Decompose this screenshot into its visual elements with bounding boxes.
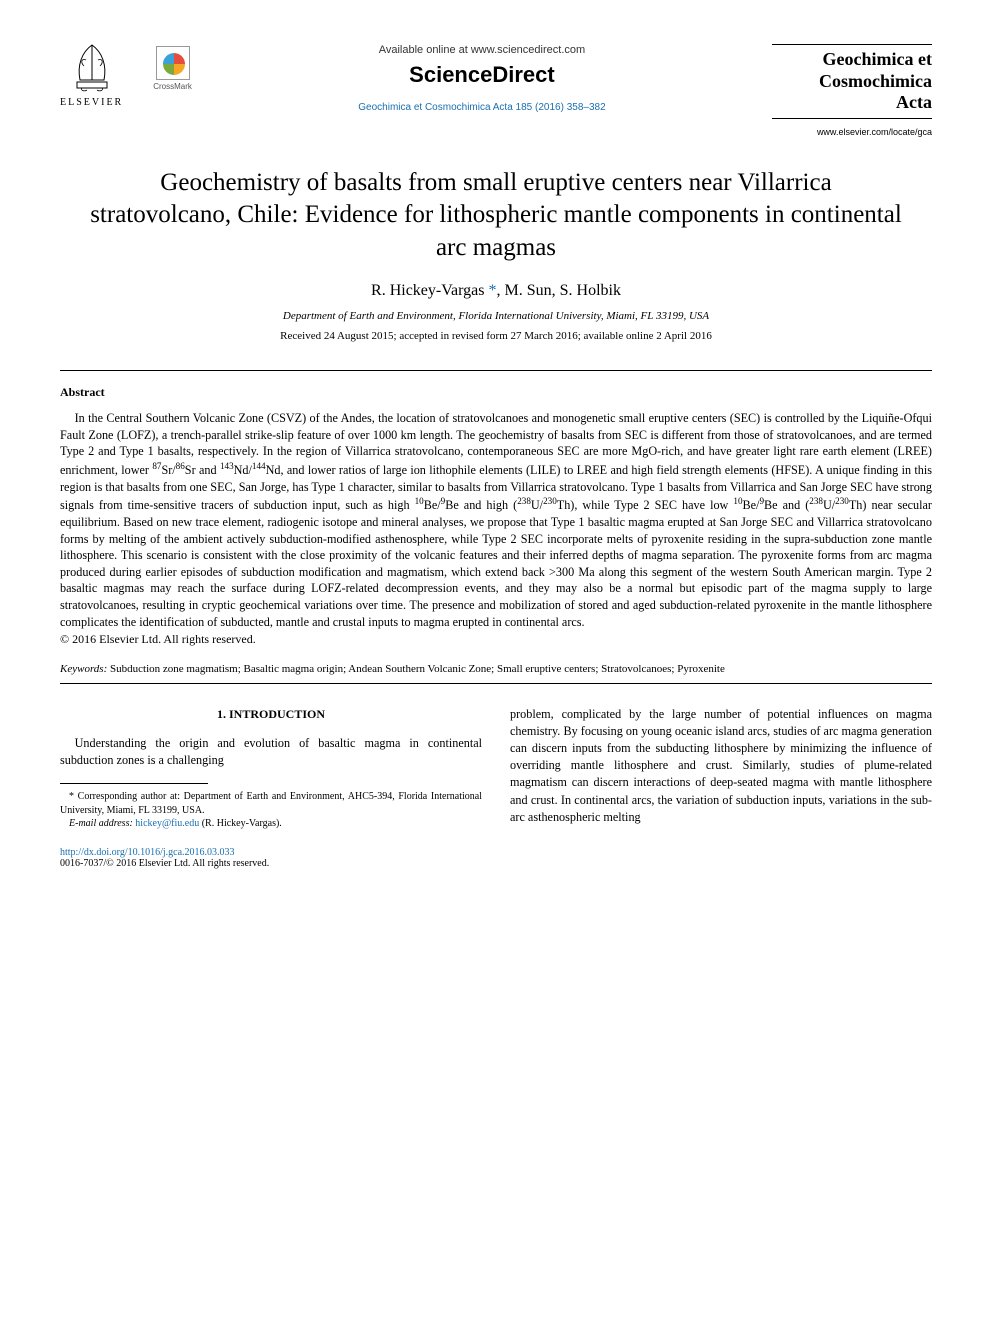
section-1-heading: 1. INTRODUCTION: [60, 706, 482, 723]
left-column: 1. INTRODUCTION Understanding the origin…: [60, 706, 482, 830]
doi-block: http://dx.doi.org/10.1016/j.gca.2016.03.…: [60, 847, 932, 869]
journal-name-line3: Acta: [772, 92, 932, 114]
authors: R. Hickey-Vargas *, M. Sun, S. Holbik: [60, 282, 932, 300]
abstract-copyright: © 2016 Elsevier Ltd. All rights reserved…: [60, 632, 932, 647]
elsevier-tree-icon: [62, 40, 122, 95]
issn-copyright: 0016-7037/© 2016 Elsevier Ltd. All right…: [60, 858, 932, 869]
sciencedirect-logo: ScienceDirect: [192, 62, 772, 88]
available-online-text: Available online at www.sciencedirect.co…: [192, 44, 772, 56]
intro-para-left: Understanding the origin and evolution o…: [60, 735, 482, 769]
affiliation: Department of Earth and Environment, Flo…: [60, 310, 932, 322]
header-center: Available online at www.sciencedirect.co…: [192, 44, 772, 113]
email-person: (R. Hickey-Vargas).: [202, 818, 282, 829]
keywords: Keywords: Subduction zone magmatism; Bas…: [60, 663, 932, 675]
keywords-label: Keywords:: [60, 663, 107, 675]
doi-link[interactable]: http://dx.doi.org/10.1016/j.gca.2016.03.…: [60, 847, 932, 858]
email-link[interactable]: hickey@fiu.edu: [135, 818, 199, 829]
corresponding-footnote: * Corresponding author at: Department of…: [60, 790, 482, 817]
divider: [60, 683, 932, 684]
email-footnote: E-mail address: hickey@fiu.edu (R. Hicke…: [60, 817, 482, 831]
journal-name-line1: Geochimica et: [772, 49, 932, 71]
journal-name-line2: Cosmochimica: [772, 71, 932, 93]
article-title: Geochemistry of basalts from small erupt…: [90, 167, 902, 265]
elsevier-logo: ELSEVIER: [60, 40, 123, 108]
header-right: Geochimica et Cosmochimica Acta www.else…: [772, 40, 932, 137]
journal-name: Geochimica et Cosmochimica Acta: [772, 44, 932, 119]
corresponding-asterisk: *: [484, 282, 496, 299]
abstract-heading: Abstract: [60, 385, 932, 400]
abstract-body: In the Central Southern Volcanic Zone (C…: [60, 410, 932, 630]
right-column: problem, complicated by the large number…: [510, 706, 932, 830]
header-left: ELSEVIER CrossMark: [60, 40, 192, 108]
journal-citation-link[interactable]: Geochimica et Cosmochimica Acta 185 (201…: [192, 102, 772, 113]
crossmark-label: CrossMark: [153, 82, 192, 91]
body-columns: 1. INTRODUCTION Understanding the origin…: [60, 706, 932, 830]
article-dates: Received 24 August 2015; accepted in rev…: [60, 330, 932, 342]
email-label: E-mail address:: [69, 818, 133, 829]
keywords-text: Subduction zone magmatism; Basaltic magm…: [110, 663, 725, 675]
footnote-divider: [60, 783, 208, 784]
divider: [60, 370, 932, 371]
intro-para-right: problem, complicated by the large number…: [510, 706, 932, 826]
elsevier-label: ELSEVIER: [60, 97, 123, 108]
journal-url: www.elsevier.com/locate/gca: [772, 127, 932, 137]
crossmark-icon: [156, 46, 190, 80]
page-header: ELSEVIER CrossMark Available online at w…: [60, 40, 932, 137]
crossmark-badge[interactable]: CrossMark: [153, 46, 192, 91]
